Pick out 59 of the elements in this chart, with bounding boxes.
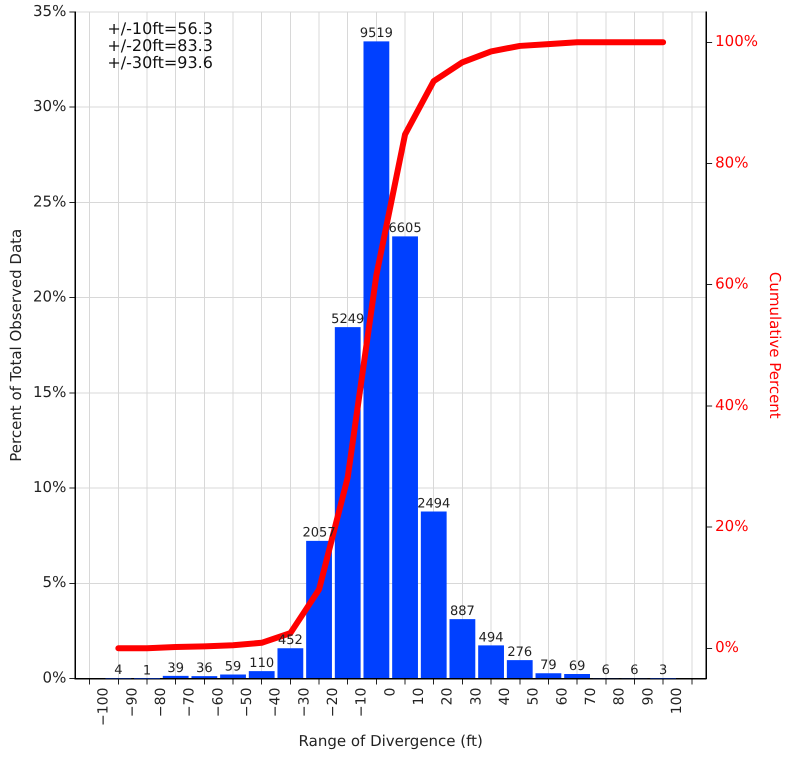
x-tick-label: 10 [411,688,428,706]
annotation: 36 [196,660,213,676]
annotation: 452 [278,633,303,648]
x-tick-label: −90 [124,688,140,718]
x-axis-title: Range of Divergence (ft) [298,732,483,750]
annotation: +/-20ft=83.3 [107,36,213,56]
y2-tick-label: 40% [715,396,748,414]
y2-tick-label: 0% [715,638,739,656]
annotation: +/-30ft=93.6 [107,53,213,72]
x-tick-label: −100 [96,688,112,726]
x-tick-label: 30 [468,688,484,706]
x-tick-label: 90 [640,688,656,706]
annotation: 39 [167,660,184,676]
x-tick-label: 0 [382,688,398,696]
x-tick-label: 40 [497,688,514,706]
y2-tick-label: 100% [715,32,758,50]
annotation: +/-10ft=56.3 [107,19,213,38]
x-tick-label: −70 [182,688,198,718]
x-tick-label: 60 [554,688,570,706]
annotation: 4 [114,663,122,678]
x-tick-label: 20 [440,688,456,706]
y-tick-label: 5% [42,573,66,592]
y2-axis-title: Cumulative Percent [766,272,784,419]
y2-tick-label: 60% [715,274,748,293]
annotation: 494 [478,630,504,646]
x-tick-label: 100 [669,688,686,714]
x-tick-label: −30 [296,688,312,718]
y-axis-title: Percent of Total Observed Data [6,228,25,462]
y-tick-label: 25% [32,192,66,210]
y-tick-label: 0% [42,668,66,686]
x-tick-label: −40 [268,688,284,718]
annotation: 1 [142,663,152,678]
y-tick-label: 15% [32,382,66,401]
x-tick-label: 70 [583,688,600,706]
x-tick-label: −10 [354,688,370,718]
annotation: 79 [540,658,557,674]
annotation: 276 [507,644,532,660]
y2-tick-label: 20% [715,516,748,535]
y-tick-label: 10% [32,478,66,496]
annotation: 59 [224,659,242,674]
x-tick-label: 50 [526,688,542,706]
x-tick-label: 80 [612,688,628,706]
annotation: 2494 [417,496,450,512]
x-tick-label: −80 [152,688,169,718]
annotation: 887 [450,604,475,620]
x-tick-label: −20 [325,688,342,718]
annotation: 9519 [360,26,393,42]
y-tick-label: 20% [32,288,66,306]
y-tick-label: 30% [32,97,66,116]
annotation: 6 [630,663,639,678]
annotation: 5249 [331,312,364,328]
annotation: 6 [602,663,610,678]
annotation: 69 [568,658,586,674]
annotation: 110 [249,656,274,671]
x-tick-label: −50 [239,688,256,718]
x-tick-label: −60 [210,688,226,718]
annotation: 3 [658,663,668,678]
y-tick-label: 35% [32,2,66,20]
y2-tick-label: 80% [715,153,748,172]
